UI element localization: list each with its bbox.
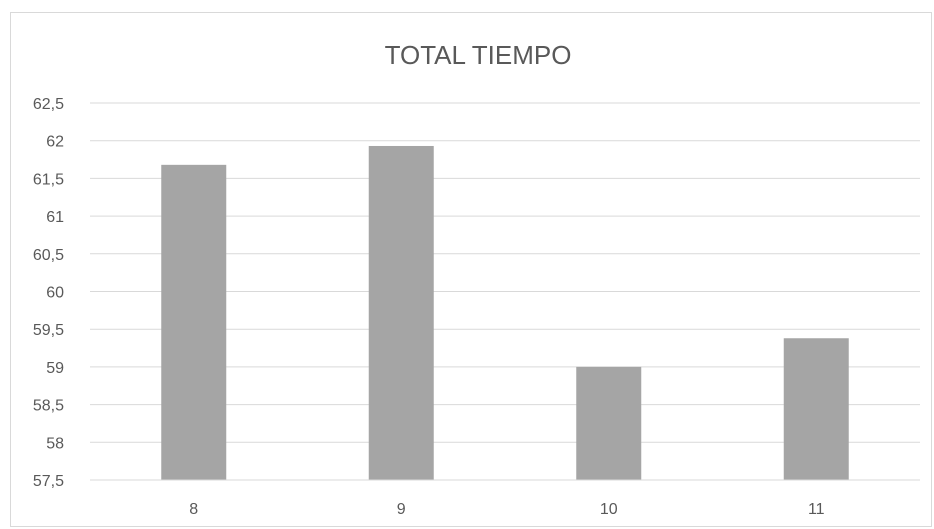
x-tick-label: 8 — [189, 501, 198, 518]
x-axis-ticks: 8 9 10 11 — [189, 501, 824, 518]
y-tick-label: 61 — [46, 209, 64, 226]
gridlines — [90, 102, 920, 443]
y-tick-label: 59,5 — [33, 322, 64, 339]
y-tick-label: 57,5 — [33, 473, 64, 490]
bar-10 — [576, 366, 642, 480]
bar-9 — [368, 145, 434, 480]
x-tick-label: 10 — [600, 501, 618, 518]
y-axis-ticks: 57,5 58 58,5 59 59,5 60 60,5 61 61,5 62 62,5 — [33, 96, 64, 490]
y-tick-label: 62 — [46, 134, 64, 151]
chart-title: TOTAL TIEMPO — [385, 40, 572, 70]
y-tick-label: 61,5 — [33, 171, 64, 188]
y-tick-label: 58 — [46, 435, 64, 452]
y-tick-label: 60 — [46, 285, 64, 302]
bar-8 — [161, 164, 227, 480]
bars — [161, 145, 849, 480]
y-tick-label: 62,5 — [33, 96, 64, 113]
x-tick-label: 9 — [397, 501, 406, 518]
x-tick-label: 11 — [808, 501, 825, 518]
bar-11 — [783, 338, 849, 480]
y-tick-label: 60,5 — [33, 247, 64, 264]
y-tick-label: 59 — [46, 360, 64, 377]
y-tick-label: 58,5 — [33, 398, 64, 415]
